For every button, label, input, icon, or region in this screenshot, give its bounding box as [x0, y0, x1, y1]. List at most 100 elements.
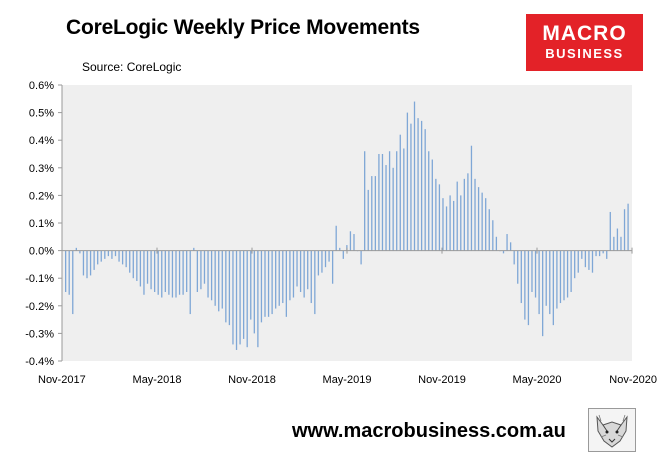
- bar: [413, 101, 416, 251]
- y-tick-label: -0.3%: [25, 328, 54, 340]
- y-tick-label: 0.2%: [29, 190, 54, 202]
- bar-series: [65, 101, 629, 350]
- bar: [292, 250, 295, 298]
- y-tick-label: -0.1%: [25, 273, 54, 285]
- bar: [271, 250, 273, 315]
- bar: [602, 250, 604, 254]
- bar: [189, 250, 191, 315]
- wolf-mascot-icon: [588, 408, 636, 452]
- bar: [485, 198, 487, 251]
- bar: [392, 167, 394, 251]
- bar: [129, 250, 131, 273]
- bar: [609, 211, 611, 251]
- bar: [364, 151, 366, 251]
- bar: [72, 250, 74, 315]
- bar: [438, 184, 441, 251]
- bar: [68, 250, 70, 295]
- bar: [299, 250, 302, 292]
- bar: [584, 250, 587, 268]
- chart-source: Source: CoreLogic: [82, 60, 182, 74]
- bar: [534, 250, 537, 298]
- bar: [570, 250, 572, 292]
- y-tick-label: 0.0%: [29, 246, 54, 258]
- bar: [463, 178, 465, 251]
- bar: [435, 178, 437, 251]
- bar: [210, 250, 213, 301]
- bar: [581, 250, 583, 259]
- bar: [317, 250, 320, 276]
- bar: [296, 250, 298, 287]
- bar: [417, 118, 419, 251]
- bar: [488, 209, 490, 251]
- bar: [164, 250, 166, 292]
- x-tick-label: Nov-2020: [609, 374, 657, 386]
- bar: [200, 250, 202, 290]
- bar: [278, 250, 280, 306]
- x-tick-label: May-2019: [323, 374, 372, 386]
- bar: [620, 236, 622, 251]
- bar: [168, 250, 170, 295]
- bar: [104, 250, 106, 259]
- bar: [381, 154, 384, 251]
- bar: [324, 250, 327, 268]
- bar: [606, 250, 608, 259]
- weekly-price-chart: -0.4% -0.3% -0.2% -0.1% 0.0% 0.1% 0.2% 0.3% 0.4%…: [25, 80, 657, 386]
- bar: [474, 178, 476, 251]
- bar: [513, 250, 515, 265]
- bar: [242, 250, 245, 339]
- bar: [335, 225, 337, 251]
- bar: [193, 247, 195, 251]
- bar: [307, 250, 309, 290]
- bar: [314, 250, 316, 315]
- bar: [470, 145, 473, 251]
- bar: [559, 250, 562, 304]
- bar: [107, 250, 110, 257]
- bar: [139, 250, 142, 287]
- bar: [453, 200, 455, 251]
- bar: [153, 250, 156, 292]
- bar: [235, 250, 238, 350]
- bar: [93, 250, 95, 270]
- bar: [97, 250, 99, 265]
- x-tick-label: May-2020: [513, 374, 562, 386]
- bar: [374, 176, 376, 251]
- y-tick-label: 0.4%: [29, 135, 54, 147]
- bar: [623, 209, 626, 251]
- bar: [353, 234, 355, 251]
- bar: [125, 250, 127, 268]
- bar: [545, 250, 547, 306]
- bar: [442, 198, 444, 251]
- bar: [239, 250, 241, 345]
- bar: [186, 250, 188, 292]
- bar: [182, 250, 184, 295]
- bar: [132, 250, 134, 279]
- bar: [86, 250, 88, 279]
- bar: [310, 250, 312, 304]
- bar: [282, 250, 284, 304]
- bar: [257, 250, 259, 348]
- bar: [556, 250, 558, 309]
- bar: [303, 250, 305, 298]
- bar: [331, 250, 334, 284]
- bar: [524, 250, 526, 320]
- bar: [121, 250, 124, 265]
- bar: [424, 129, 426, 251]
- bar: [588, 250, 590, 270]
- bar: [196, 250, 199, 292]
- bar: [616, 228, 619, 251]
- bar: [517, 250, 519, 284]
- bar: [178, 250, 181, 295]
- bar: [410, 123, 412, 251]
- bar: [367, 189, 369, 251]
- bar: [552, 250, 554, 326]
- bar: [492, 220, 494, 251]
- bar: [481, 192, 483, 251]
- bar: [538, 250, 540, 315]
- bar: [428, 151, 430, 251]
- bar: [467, 173, 469, 251]
- x-tick-label: Nov-2019: [418, 374, 466, 386]
- bar: [349, 231, 352, 251]
- x-tick-label: May-2018: [133, 374, 182, 386]
- bar: [598, 250, 601, 257]
- bar: [100, 250, 102, 262]
